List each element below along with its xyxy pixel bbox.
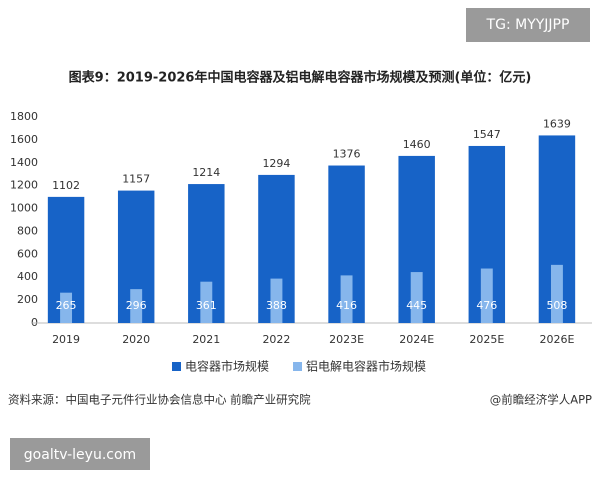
legend-label: 电容器市场规模 xyxy=(185,359,269,374)
value-label: 361 xyxy=(196,299,217,312)
value-label: 265 xyxy=(56,299,77,312)
watermark: goaltv-leyu.com xyxy=(24,447,136,463)
watermark-box xyxy=(10,438,150,470)
value-label: 388 xyxy=(266,299,287,312)
watermark-box xyxy=(466,8,590,42)
x-tick-label: 2025E xyxy=(469,333,504,346)
bar xyxy=(480,268,493,323)
value-label: 445 xyxy=(406,299,427,312)
x-tick-label: 2024E xyxy=(399,333,434,346)
value-label: 476 xyxy=(476,299,497,312)
value-label: 1214 xyxy=(192,166,220,179)
y-tick-label: 1600 xyxy=(10,133,38,146)
bar xyxy=(410,272,423,323)
value-label: 508 xyxy=(546,299,567,312)
value-label: 1639 xyxy=(543,117,571,130)
bar xyxy=(340,275,353,323)
y-tick-label: 1800 xyxy=(10,110,38,123)
bar xyxy=(550,264,563,323)
value-label: 1294 xyxy=(262,157,290,170)
x-tick-label: 2023E xyxy=(329,333,364,346)
bar xyxy=(60,292,73,323)
x-tick-label: 2020 xyxy=(122,333,150,346)
x-tick-label: 2021 xyxy=(192,333,220,346)
bar xyxy=(200,281,213,323)
source: 资料来源：中国电子元件行业协会信息中心 前瞻产业研究院 xyxy=(8,393,311,407)
x-tick-label: 2026E xyxy=(539,333,574,346)
y-tick-label: 1200 xyxy=(10,179,38,192)
watermark: TG: MYYJJPP xyxy=(486,17,570,33)
x-tick-label: 2019 xyxy=(52,333,80,346)
legend-swatch xyxy=(172,362,181,371)
y-tick-label: 1400 xyxy=(10,156,38,169)
legend-swatch xyxy=(293,362,303,371)
value-label: 1157 xyxy=(122,173,150,186)
value-label: 416 xyxy=(336,299,357,312)
y-tick-label: 600 xyxy=(17,247,38,260)
value-label: 1102 xyxy=(52,179,80,192)
y-tick-label: 1000 xyxy=(10,202,38,215)
value-label: 1460 xyxy=(403,138,431,151)
value-label: 1547 xyxy=(473,128,501,141)
x-tick-label: 2022 xyxy=(262,333,290,346)
value-label: 296 xyxy=(126,299,147,312)
y-tick-label: 200 xyxy=(17,293,38,306)
y-tick-label: 800 xyxy=(17,224,38,237)
value-label: 1376 xyxy=(333,148,361,161)
y-tick-label: 400 xyxy=(17,270,38,283)
chart-title: 图表9：2019-2026年中国电容器及铝电解电容器市场规模及预测(单位：亿元) xyxy=(69,70,532,86)
bar xyxy=(130,289,143,323)
credit: @前瞻经济学人APP xyxy=(490,393,592,407)
bar xyxy=(270,278,283,323)
legend-label: 铝电解电容器市场规模 xyxy=(306,359,426,374)
